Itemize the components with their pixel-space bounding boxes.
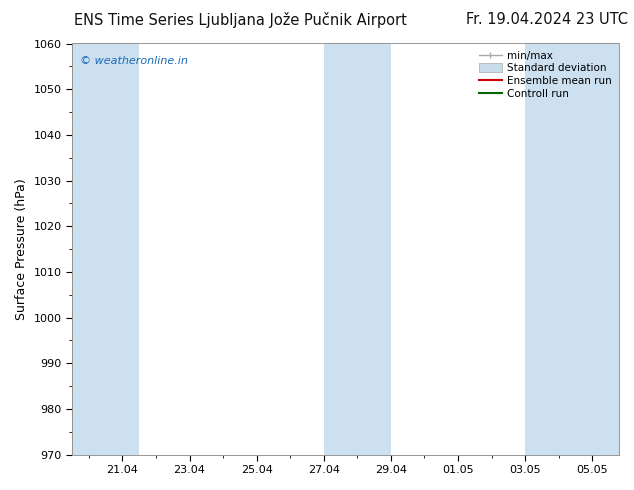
- Bar: [72, 44, 139, 455]
- Text: ENS Time Series Ljubljana Jože Pučnik Airport: ENS Time Series Ljubljana Jože Pučnik Ai…: [74, 12, 408, 28]
- Bar: [525, 44, 619, 455]
- Y-axis label: Surface Pressure (hPa): Surface Pressure (hPa): [15, 178, 28, 320]
- Text: Fr. 19.04.2024 23 UTC: Fr. 19.04.2024 23 UTC: [465, 12, 628, 27]
- Legend: min/max, Standard deviation, Ensemble mean run, Controll run: min/max, Standard deviation, Ensemble me…: [475, 47, 616, 103]
- Text: © weatheronline.in: © weatheronline.in: [81, 56, 188, 66]
- Bar: [324, 44, 391, 455]
